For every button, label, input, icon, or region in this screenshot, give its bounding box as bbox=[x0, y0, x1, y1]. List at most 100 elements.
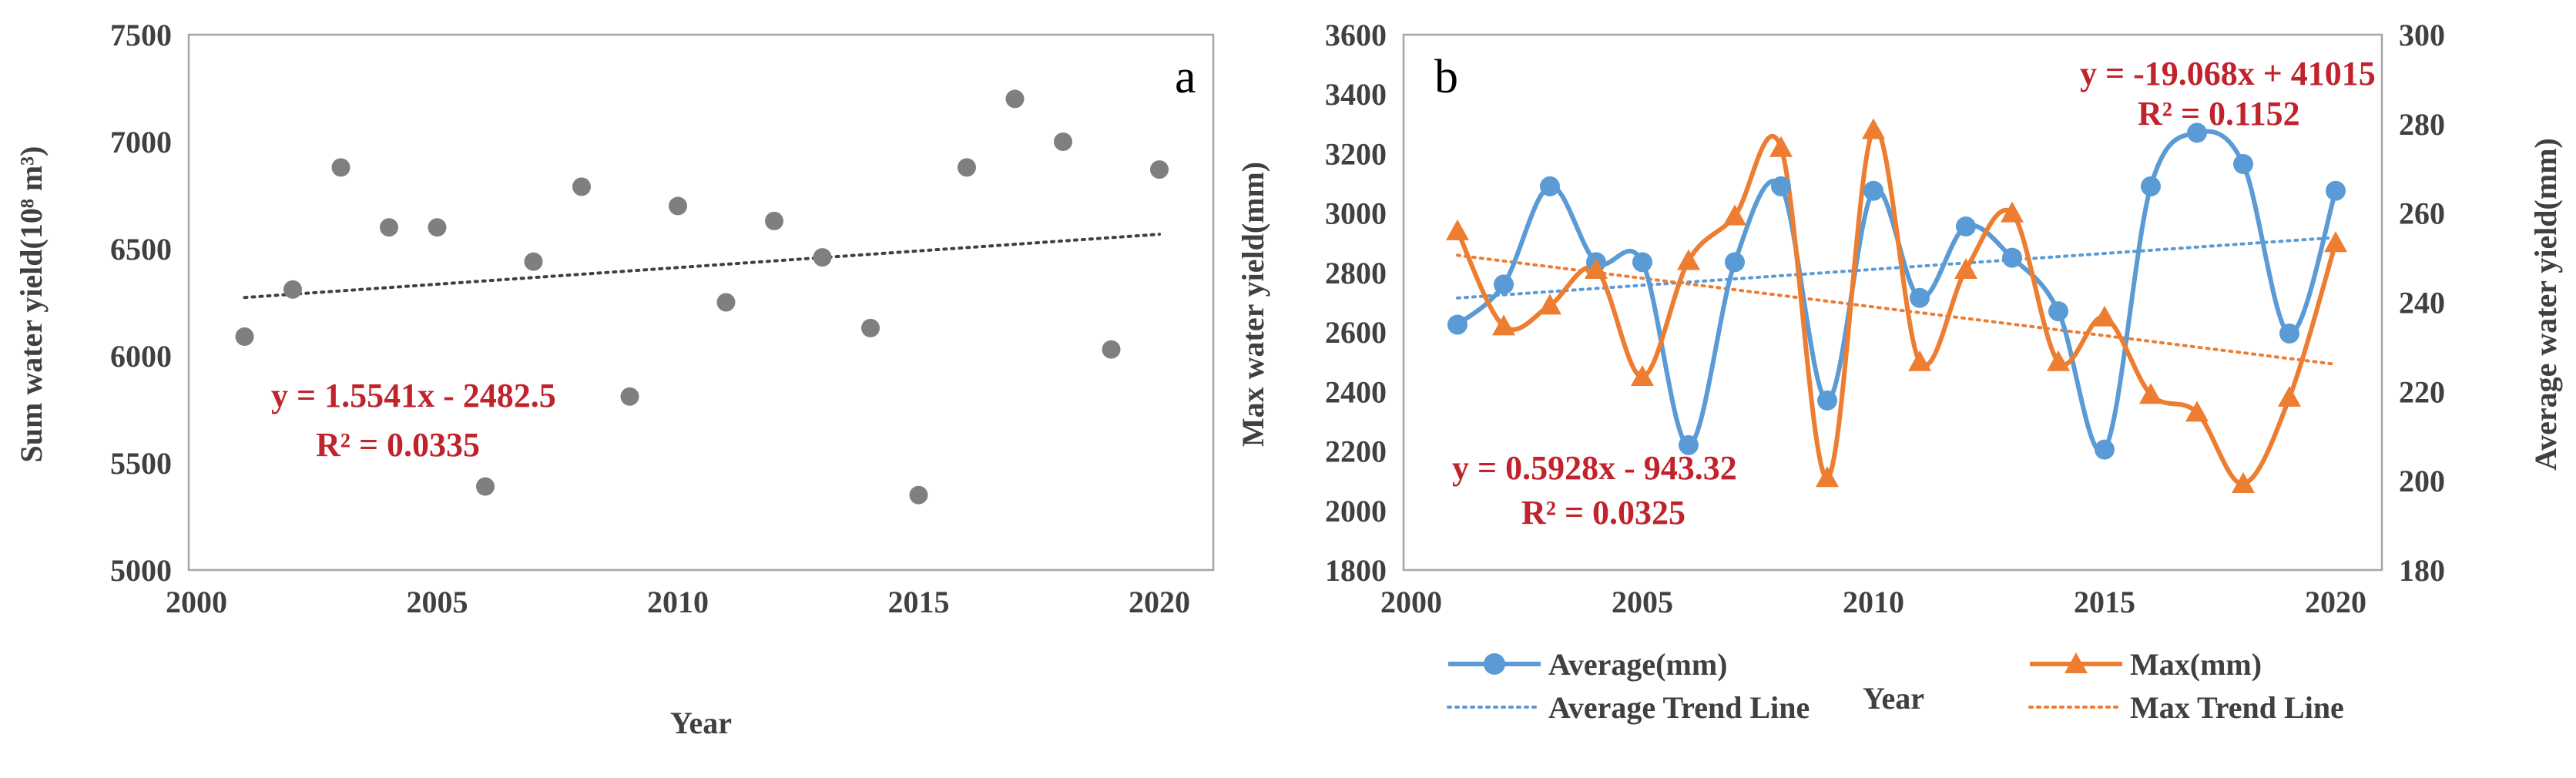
legend-item-max-trend: Max Trend Line bbox=[2028, 690, 2344, 725]
panel-b-average-point bbox=[1632, 252, 1652, 273]
panel-b-letter: b bbox=[1434, 51, 1458, 103]
panel-a-points bbox=[235, 89, 1169, 505]
panel-a-data-point bbox=[861, 318, 880, 337]
panel-b-right-y-tick-label: 280 bbox=[2399, 107, 2445, 142]
panel-b-right-y-tick-label: 220 bbox=[2399, 374, 2445, 409]
panel-b-average-point bbox=[2048, 301, 2068, 322]
panel-b-max-point bbox=[1585, 258, 1608, 280]
panel-b-max-point bbox=[1446, 219, 1469, 240]
panel-b-max-markers bbox=[1446, 118, 2347, 494]
legend-item-average: Average(mm) bbox=[1448, 647, 1727, 682]
panel-a-x-axis-title: Year bbox=[670, 706, 732, 740]
panel-a-x-tick-label: 2020 bbox=[1129, 585, 1190, 619]
panel-b-average-point bbox=[2187, 122, 2207, 143]
panel-b-average-point bbox=[1863, 180, 1883, 201]
panel-b-max-point bbox=[2185, 401, 2209, 422]
panel-b-left-y-tick-label: 2400 bbox=[1325, 374, 1387, 409]
panel-b-left-y-tick-label: 3200 bbox=[1325, 136, 1387, 171]
panel-b-right-y-tick-label: 240 bbox=[2399, 286, 2445, 320]
legend-item-max: Max(mm) bbox=[2030, 647, 2262, 682]
panel-a-data-point bbox=[380, 218, 398, 237]
panel-a-y-tick-label: 6500 bbox=[110, 232, 172, 267]
panel-a-letter: a bbox=[1175, 51, 1196, 103]
panel-b-average-point bbox=[1447, 314, 1467, 335]
panel-b-average-point bbox=[1771, 176, 1791, 196]
panel-b-left-y-tick-label: 3400 bbox=[1325, 77, 1387, 112]
panel-a-data-point bbox=[909, 485, 928, 505]
panel-b-average-point bbox=[1494, 274, 1514, 295]
panel-b-average-trend-r2: R² = 0.0325 bbox=[1521, 494, 1685, 532]
panel-b-average-markers bbox=[1447, 122, 2346, 460]
panel-a-data-point bbox=[1005, 89, 1025, 109]
panel-b-max-point bbox=[1862, 118, 1885, 139]
panel-a-data-point bbox=[428, 218, 447, 237]
panel-b-left-y-tick-label: 3000 bbox=[1325, 196, 1387, 231]
panel-a-data-point bbox=[716, 293, 736, 312]
panel-b-average-point bbox=[2233, 153, 2253, 174]
panel-a-data-point bbox=[813, 248, 832, 267]
panel-b: 1800200022002400260028003000320034003600… bbox=[1236, 18, 2563, 725]
legend-max-trend-label: Max Trend Line bbox=[2130, 690, 2344, 725]
panel-a-data-point bbox=[235, 327, 254, 346]
panel-b-x-tick-label: 2000 bbox=[1380, 585, 1442, 619]
panel-b-max-point bbox=[1816, 466, 1839, 488]
panel-b-max-point bbox=[2139, 383, 2162, 404]
panel-a-trend-r2: R² = 0.0335 bbox=[316, 426, 480, 464]
panel-b-left-y-tick-label: 2200 bbox=[1325, 434, 1387, 469]
panel-a-data-point bbox=[669, 196, 687, 216]
panel-a-data-point bbox=[1150, 160, 1169, 179]
panel-a-x-ticks: 2000 2005 2010 2015 2020 bbox=[166, 585, 1190, 619]
panel-a: 5000 5500 6000 6500 7000 7500 2000 2005 2010 201… bbox=[14, 18, 1215, 740]
panel-b-average-point bbox=[1725, 252, 1745, 273]
panel-a-data-point bbox=[283, 280, 302, 299]
panel-a-data-point bbox=[524, 252, 543, 271]
panel-a-x-tick-label: 2005 bbox=[407, 585, 468, 619]
panel-b-plot-frame bbox=[1402, 33, 2383, 572]
panel-b-left-y-axis-title: Max water yield(mm) bbox=[1236, 162, 1270, 447]
panel-b-max-point bbox=[1492, 314, 1515, 336]
legend-average-trend-label: Average Trend Line bbox=[1548, 690, 1810, 725]
panel-b-average-point bbox=[2002, 247, 2022, 268]
panel-b-average-point bbox=[2279, 324, 2299, 344]
panel-b-average-trend-equation: y = 0.5928x - 943.32 bbox=[1452, 449, 1737, 487]
panel-b-max-point bbox=[2047, 350, 2070, 371]
legend-max-marker bbox=[2064, 652, 2088, 673]
panel-a-y-axis-title: Sum water yield(10⁸ m³) bbox=[14, 146, 49, 463]
panel-b-average-trend-line bbox=[1456, 236, 2337, 300]
panel-a-y-tick-label: 7000 bbox=[110, 125, 172, 159]
panel-b-right-y-tick-label: 200 bbox=[2399, 464, 2445, 498]
panel-a-y-ticks: 5000 5500 6000 6500 7000 7500 bbox=[110, 18, 172, 588]
panel-a-y-tick-label: 6000 bbox=[110, 339, 172, 374]
panel-b-average-point bbox=[1540, 176, 1560, 196]
panel-b-max-point bbox=[1908, 350, 1931, 371]
panel-b-right-y-axis-title: Average water yield(mm) bbox=[2528, 138, 2563, 471]
panel-a-plot-frame bbox=[187, 33, 1215, 572]
panel-b-x-tick-label: 2015 bbox=[2074, 585, 2135, 619]
panel-a-y-tick-label: 5500 bbox=[110, 446, 172, 481]
panel-b-max-point bbox=[2001, 201, 2024, 223]
panel-b-x-tick-label: 2020 bbox=[2305, 585, 2366, 619]
panel-a-data-point bbox=[476, 477, 495, 496]
panel-b-x-tick-label: 2010 bbox=[1843, 585, 1904, 619]
panel-b-average-point bbox=[1956, 216, 1976, 237]
panel-b-x-axis-title: Year bbox=[1863, 681, 1924, 716]
panel-b-max-point bbox=[1631, 365, 1654, 387]
panel-a-data-point bbox=[958, 158, 976, 177]
panel-a-x-tick-label: 2015 bbox=[888, 585, 950, 619]
panel-b-max-point bbox=[1677, 249, 1700, 270]
panel-b-right-y-tick-label: 260 bbox=[2399, 196, 2445, 231]
panel-b-max-point bbox=[1723, 204, 1746, 226]
legend-average-label: Average(mm) bbox=[1548, 647, 1727, 682]
panel-b-left-y-ticks: 1800 2000 2200 2400 2600 2800 3000 3200 3400 3600 bbox=[1325, 18, 1387, 588]
panel-a-data-point bbox=[1102, 340, 1121, 359]
panel-b-left-y-tick-label: 1800 bbox=[1325, 553, 1387, 588]
panel-b-average-point bbox=[2326, 180, 2346, 201]
panel-b-left-y-tick-label: 2000 bbox=[1325, 494, 1387, 528]
panel-a-trend-equation: y = 1.5541x - 2482.5 bbox=[271, 377, 556, 414]
panel-b-max-trend-r2: R² = 0.1152 bbox=[2138, 95, 2300, 132]
panel-a-y-tick-label: 7500 bbox=[110, 18, 172, 52]
panel-a-data-point bbox=[1054, 132, 1072, 151]
legend-max-label: Max(mm) bbox=[2130, 647, 2262, 682]
panel-b-x-tick-label: 2005 bbox=[1612, 585, 1673, 619]
panel-b-x-ticks: 2000 2005 2010 2015 2020 bbox=[1380, 585, 2366, 619]
